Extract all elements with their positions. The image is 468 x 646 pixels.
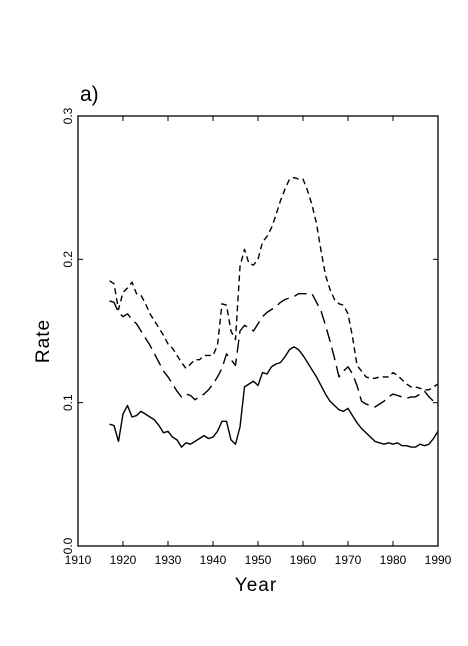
- x-tick-label: 1910: [65, 553, 92, 567]
- y-tick-label: 0.1: [61, 394, 75, 411]
- plot-frame: [77, 115, 439, 547]
- panel-label: a): [80, 83, 99, 106]
- y-tick-label: 0.0: [61, 537, 75, 554]
- x-tick-label: 1930: [155, 553, 182, 567]
- x-tick-label: 1980: [380, 553, 407, 567]
- x-tick-label: 1940: [200, 553, 227, 567]
- y-tick-label: 0.3: [61, 107, 75, 124]
- axis-ticks: 1910 1920 1930 1940 1950 1960 1970 1980 1990 0.0 0…: [61, 107, 452, 567]
- series-line-long-dash: [109, 293, 439, 408]
- x-tick-label: 1960: [290, 553, 317, 567]
- y-axis-title: Rate: [33, 319, 54, 363]
- x-tick-label: 1920: [110, 553, 137, 567]
- y-tick-label: 0.2: [61, 251, 75, 268]
- x-tick-label: 1950: [245, 553, 272, 567]
- series-lines: [109, 176, 439, 448]
- series-line-solid: [109, 346, 439, 448]
- x-tick-label: 1990: [425, 553, 452, 567]
- x-tick-label: 1970: [335, 553, 362, 567]
- series-line-short-dash: [109, 176, 439, 391]
- plot-area: [77, 115, 439, 547]
- x-axis-title: Year: [235, 575, 277, 596]
